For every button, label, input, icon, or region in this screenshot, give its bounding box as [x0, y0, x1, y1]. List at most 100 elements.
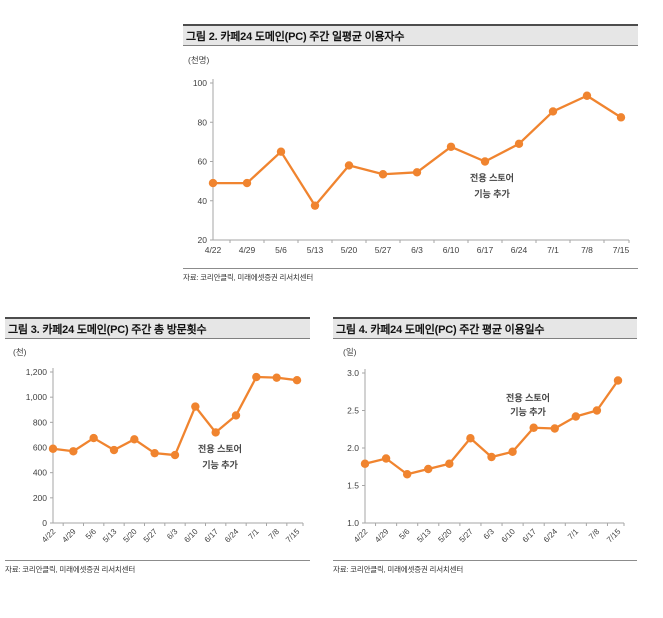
- source-text: 자료: 코리안클릭, 미래에셋증권 리서치센터: [5, 565, 136, 574]
- data-point: [310, 201, 320, 210]
- data-point: [508, 447, 517, 456]
- x-tick-label: 6/17: [521, 527, 539, 545]
- data-point: [242, 178, 252, 188]
- data-point: [582, 91, 592, 100]
- annotation-text: 기능 추가: [510, 406, 546, 417]
- data-point: [514, 139, 524, 149]
- x-tick-label: 7/8: [267, 527, 282, 542]
- data-point: [130, 435, 139, 444]
- x-tick-label: 5/20: [341, 245, 358, 255]
- x-tick-label: 6/3: [482, 527, 497, 542]
- y-tick-labels: 1.0 1.5 2.0 2.5 3.0: [347, 368, 359, 528]
- x-tick-label: 7/15: [284, 527, 302, 545]
- data-point: [613, 376, 623, 385]
- data-point: [412, 168, 422, 177]
- annotation-text: 전용 스토어: [198, 443, 242, 454]
- figure3-source-note: 자료: 코리안클릭, 미래에셋증권 리서치센터: [5, 560, 310, 575]
- x-tick-label: 5/13: [307, 245, 324, 255]
- data-point: [276, 147, 286, 156]
- x-tick-label: 5/27: [375, 245, 392, 255]
- x-tick-label: 5/27: [457, 527, 475, 545]
- data-point: [571, 412, 581, 421]
- x-tick-label: 5/20: [121, 527, 139, 545]
- y-tick-label: 1,200: [26, 367, 48, 377]
- y-tick-label: 100: [193, 78, 207, 88]
- x-tick-label: 6/3: [411, 245, 423, 255]
- data-point: [360, 459, 370, 468]
- y-tick-labels: 20 40 60 80 100: [193, 78, 207, 245]
- x-tick-label: 7/1: [566, 527, 581, 542]
- data-point: [109, 445, 119, 455]
- x-tick-label: 6/10: [443, 245, 460, 255]
- data-point: [616, 113, 626, 122]
- x-tick-label: 6/24: [223, 527, 241, 545]
- data-point: [378, 170, 388, 179]
- x-tick-label: 6/17: [203, 527, 221, 545]
- x-tick-labels: 4/22 4/29 5/6 5/13 5/20 5/27 6/3 6/10 6/17 6/24 7/…: [40, 527, 302, 545]
- data-point: [592, 406, 602, 415]
- y-tick-label: 400: [33, 468, 47, 478]
- series-line: [211, 94, 623, 207]
- figure4-y-axis-unit: (일): [343, 347, 357, 357]
- data-point: [48, 444, 58, 453]
- data-points: [360, 376, 623, 479]
- data-point: [424, 464, 433, 474]
- source-text: 자료: 코리안클릭, 미래에셋증권 리서치센터: [333, 565, 464, 574]
- x-tick-label: 6/24: [511, 245, 528, 255]
- data-point: [170, 450, 180, 460]
- data-point: [89, 433, 98, 443]
- y-tick-label: 600: [33, 443, 47, 453]
- data-point: [381, 454, 391, 463]
- data-points: [48, 372, 302, 460]
- y-axis: [210, 79, 214, 241]
- figure3-title: 그림 3. 카페24 도메인(PC) 주간 총 방문횟수: [8, 323, 207, 336]
- x-tick-label: 7/8: [581, 245, 593, 255]
- data-point: [487, 452, 496, 462]
- y-tick-label: 3.0: [347, 368, 359, 378]
- x-axis: [213, 239, 630, 243]
- figure2-y-axis-unit: (천명): [188, 55, 210, 65]
- data-point: [344, 161, 354, 170]
- y-tick-label: 20: [198, 235, 208, 245]
- data-point: [480, 157, 490, 166]
- series-line: [51, 375, 299, 457]
- annotation-text: 전용 스토어: [470, 172, 514, 183]
- data-point: [150, 448, 159, 458]
- annotation-text: 기능 추가: [202, 459, 238, 470]
- data-point: [211, 428, 220, 437]
- x-tick-labels: 4/22 4/29 5/6 5/13 5/20 5/27 6/3 6/10 6/17 6/24 7/…: [352, 527, 623, 545]
- data-point: [208, 178, 218, 188]
- x-tick-label: 6/24: [542, 527, 560, 545]
- data-point: [466, 434, 475, 443]
- x-tick-label: 7/15: [605, 527, 623, 545]
- y-tick-label: 0: [42, 518, 47, 528]
- x-tick-label: 4/22: [352, 527, 370, 545]
- data-point: [252, 372, 261, 382]
- source-text: 자료: 코리안클릭, 미래에셋증권 리서치센터: [183, 273, 314, 282]
- y-tick-label: 2.5: [347, 406, 359, 416]
- data-point: [529, 423, 538, 432]
- data-point: [548, 107, 558, 116]
- x-tick-label: 5/13: [101, 527, 119, 545]
- x-tick-labels: 4/22 4/29 5/6 5/13 5/20 5/27 6/3 6/10 6/17 6/24 7/…: [205, 245, 630, 255]
- x-tick-label: 6/10: [182, 527, 200, 545]
- x-tick-label: 4/22: [40, 527, 58, 545]
- y-tick-label: 2.0: [347, 443, 359, 453]
- y-tick-labels: 0 200 400 600 800 1,000 1,200: [26, 367, 48, 528]
- x-tick-label: 7/1: [247, 527, 262, 542]
- x-tick-label: 7/1: [547, 245, 559, 255]
- data-point: [292, 375, 302, 385]
- data-point: [550, 424, 559, 433]
- x-tick-label: 6/10: [500, 527, 518, 545]
- figure2-line-chart: 20 40 60 80 100 4/22 4/29 5/6 5/13 5/20 5/27 6/3 6/1…: [193, 78, 630, 255]
- x-tick-label: 4/29: [239, 245, 256, 255]
- x-tick-label: 6/3: [165, 527, 180, 542]
- x-tick-label: 4/22: [205, 245, 222, 255]
- x-axis: [365, 522, 625, 526]
- figure3-title-bar: 그림 3. 카페24 도메인(PC) 주간 총 방문횟수: [5, 317, 310, 339]
